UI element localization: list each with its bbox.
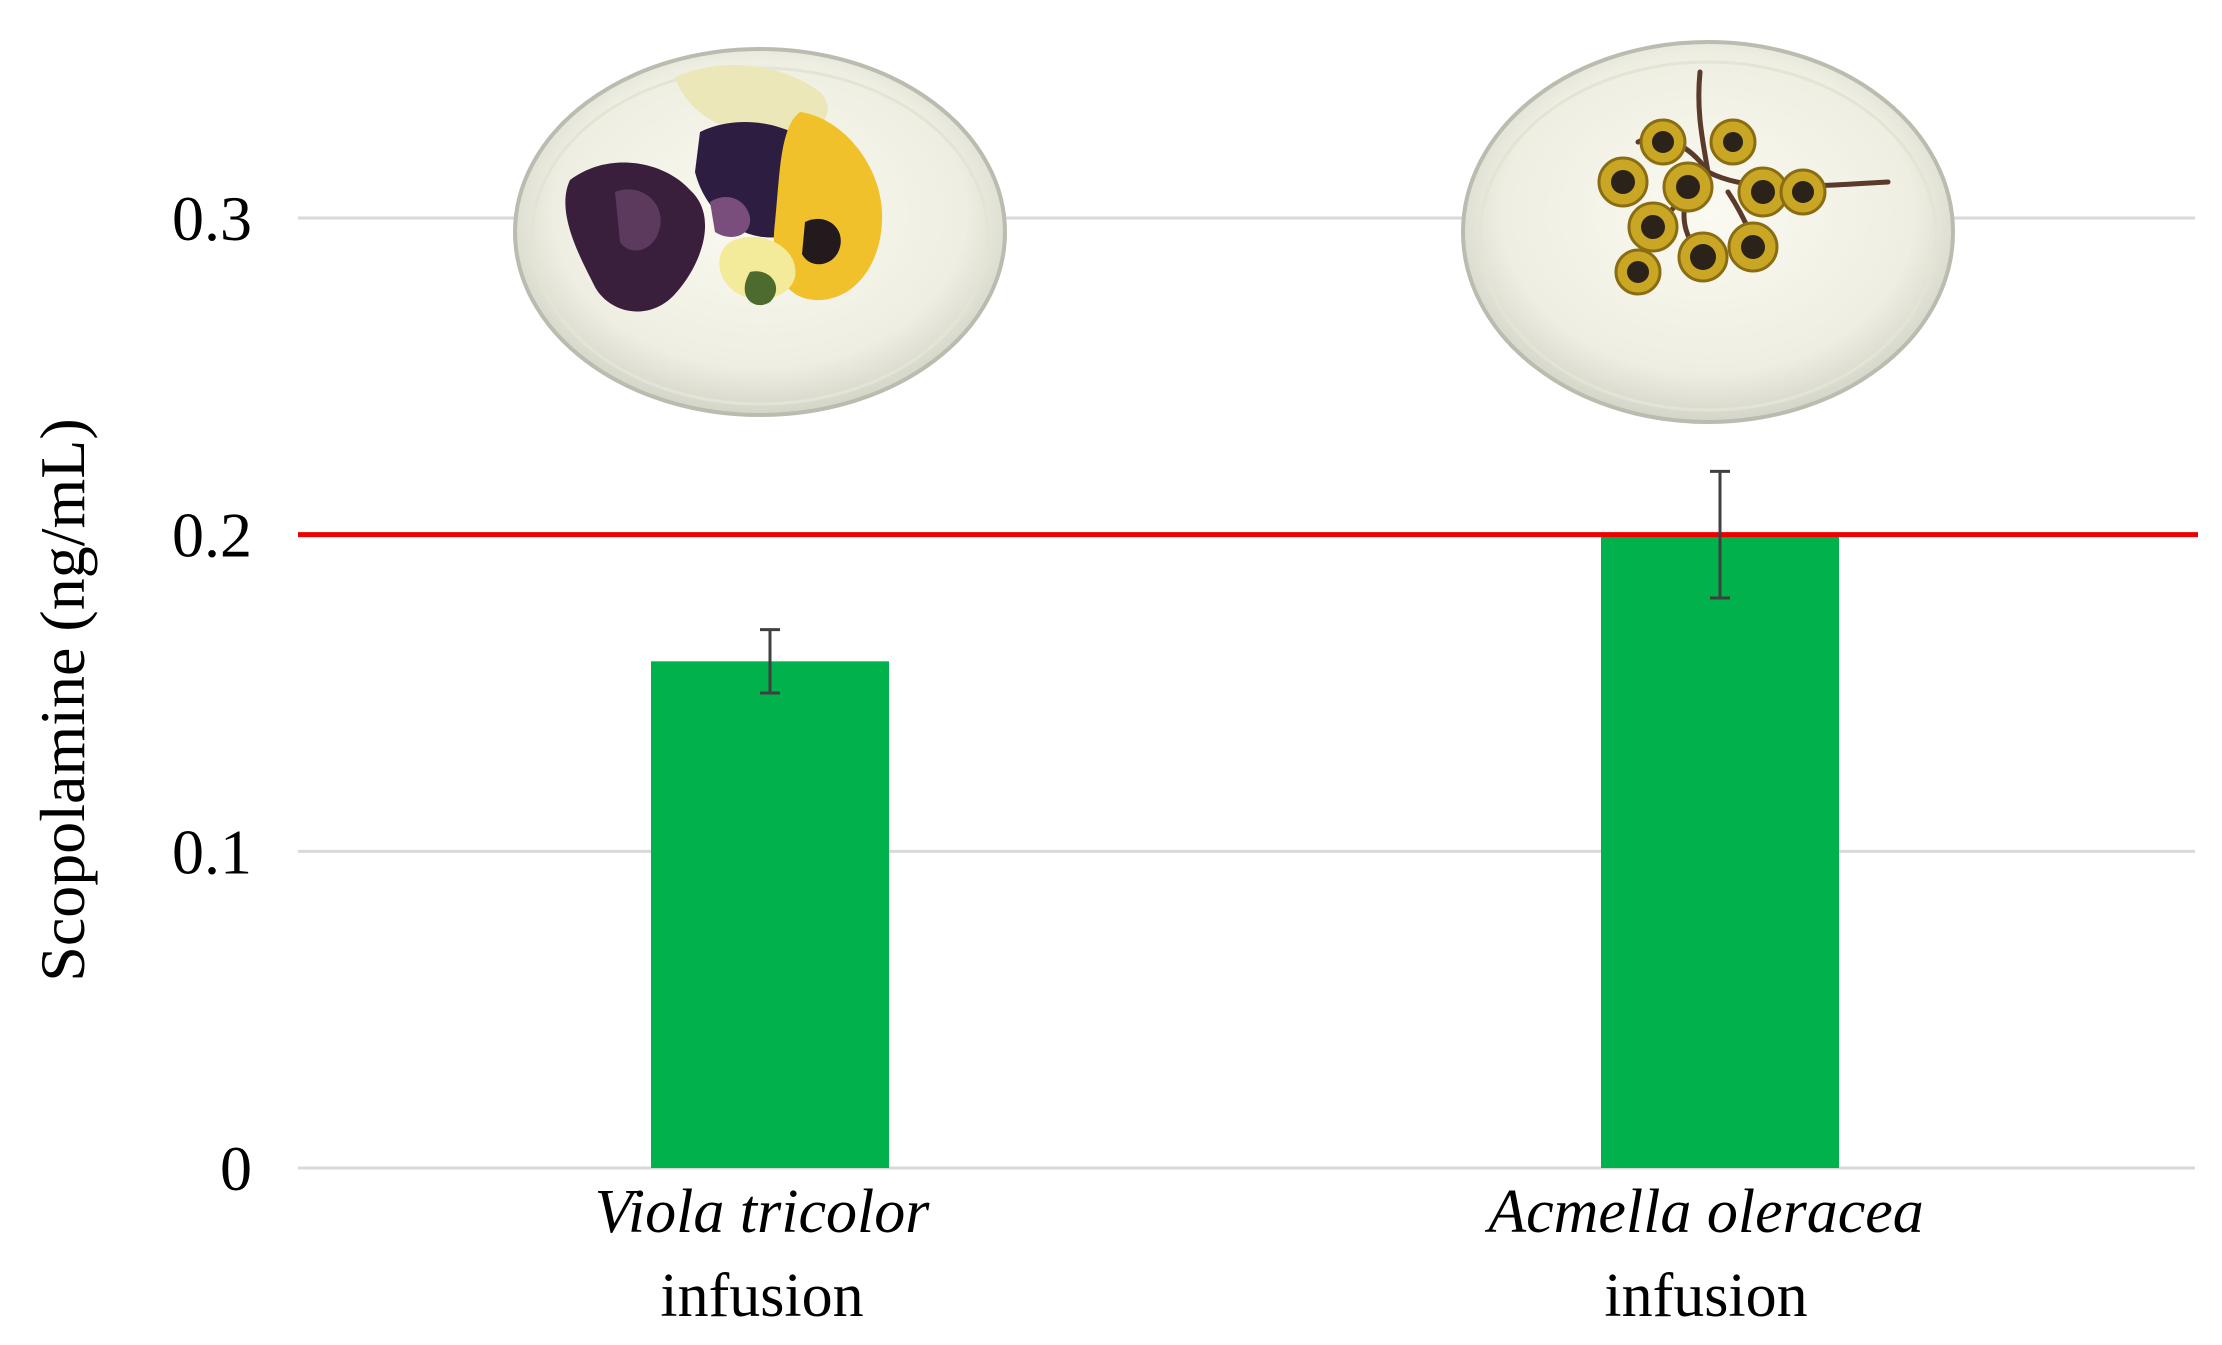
error-bar-0 [760,628,780,695]
y-tick-label-2: 0.2 [172,500,252,571]
error-bars [760,469,1730,695]
bar-1 [1601,534,1839,1168]
category-label-species-0: Viola tricolor [595,1178,931,1246]
bars [651,534,1839,1168]
y-axis-title: Scopolamine (ng/mL) [27,418,98,981]
y-tick-label-0: 0 [220,1133,252,1204]
y-tick-label-3: 0.3 [172,183,252,254]
viola-tricolor-dish-image [513,47,1007,417]
category-label-species-1: Acmella oleracea [1484,1178,1924,1246]
category-label-suffix-1: infusion [1604,1262,1807,1330]
bar-0 [651,661,889,1168]
error-bar-1 [1710,469,1730,600]
x-axis-category-labels: Viola tricolor infusion Acmella oleracea in… [595,1178,1924,1330]
category-label-suffix-0: infusion [660,1262,863,1330]
acmella-oleracea-dish-image [1461,40,1955,424]
y-axis-ticks: 0 0.1 0.2 0.3 [172,183,252,1204]
y-tick-label-1: 0.1 [172,816,252,887]
